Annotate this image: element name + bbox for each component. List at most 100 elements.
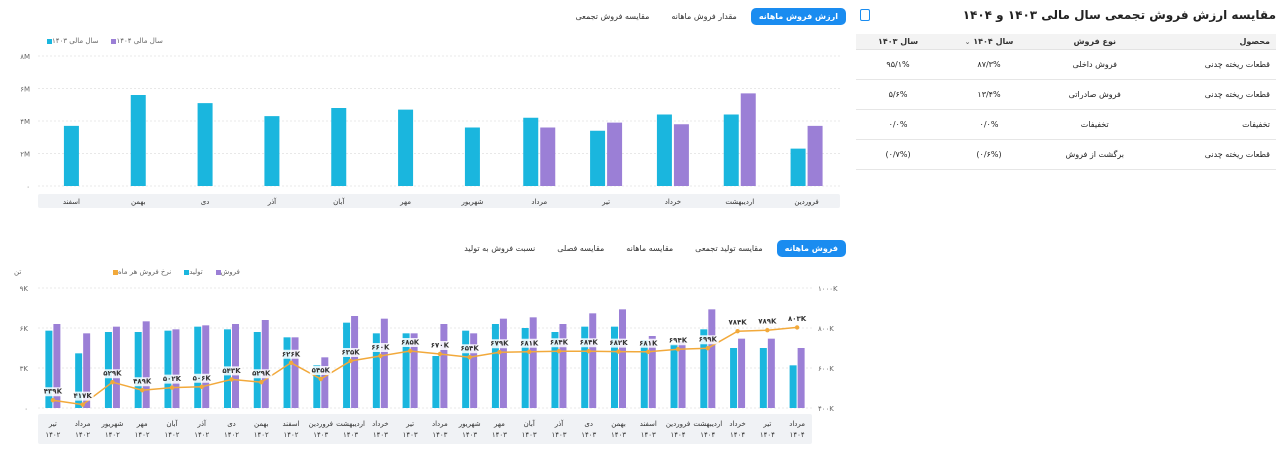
rate-data-label: ۷۸۹K bbox=[758, 318, 777, 326]
rate-data-label: ۶۳۵K bbox=[341, 349, 360, 357]
rate-label-bg bbox=[786, 314, 809, 324]
bar-sales bbox=[529, 317, 537, 408]
rate-data-label: ۵۴۳K bbox=[222, 367, 241, 375]
rate-point bbox=[586, 349, 591, 354]
rate-label-bg bbox=[458, 344, 481, 354]
rate-data-label: ۴۳۹K bbox=[44, 388, 63, 396]
sort-chevron-icon[interactable]: ⌄ bbox=[964, 38, 971, 46]
bar-1403 bbox=[331, 108, 347, 186]
rate-data-label: ۶۸۴K bbox=[580, 339, 599, 347]
bar-production bbox=[432, 356, 440, 408]
x-tick-label-month: اردیبهشت bbox=[693, 420, 722, 428]
rate-data-label: ۶۸۱K bbox=[639, 339, 658, 347]
col-1404[interactable]: سال ۱۴۰۴ ⌄ bbox=[940, 34, 1038, 50]
rate-label-bg bbox=[369, 343, 392, 352]
x-tick-label-month: دی bbox=[227, 420, 236, 428]
rate-label-bg bbox=[428, 341, 451, 350]
x-tick-label-month: خرداد bbox=[729, 420, 745, 428]
bar-1403 bbox=[264, 116, 280, 186]
x-tick-label-month: خرداد bbox=[372, 420, 388, 428]
rate-data-label: ۵۰۲K bbox=[163, 375, 182, 383]
tab-cumulative-sales[interactable]: مقایسه فروش تجمعی bbox=[575, 12, 650, 21]
rate-label-bg bbox=[607, 338, 630, 348]
legend-rate[interactable]: نرخ فروش هر ماه bbox=[110, 268, 171, 276]
bar-sales bbox=[440, 324, 448, 408]
bar-1403 bbox=[590, 130, 606, 186]
bar-production bbox=[194, 326, 202, 408]
rate-data-label: ۷۸۴K bbox=[728, 319, 747, 327]
bar-sales bbox=[797, 348, 805, 408]
x-tick-label-month: آبان bbox=[166, 419, 178, 428]
rate-label-bg bbox=[220, 366, 243, 376]
rate-point bbox=[80, 402, 85, 407]
x-tick-label: بهمن bbox=[131, 198, 146, 206]
col-sale-type: نوع فروش bbox=[1037, 34, 1152, 50]
y-tick-label: ۴M bbox=[20, 118, 30, 126]
rate-data-label: ۶۷۰K bbox=[431, 342, 450, 350]
bar-sales bbox=[410, 333, 418, 408]
bar-sales bbox=[470, 333, 478, 408]
legend-1403[interactable]: سال مالی ۱۴۰۳ bbox=[44, 37, 98, 45]
x-tick-label: خرداد bbox=[665, 198, 681, 206]
tab-sales-to-production[interactable]: نسبت فروش به تولید bbox=[464, 244, 536, 253]
rate-data-label: ۶۸۱K bbox=[520, 339, 539, 347]
tab-cumulative-production[interactable]: مقایسه تولید تجمعی bbox=[695, 244, 763, 253]
bar-production bbox=[402, 333, 410, 408]
bar-production bbox=[521, 328, 529, 408]
bar-production bbox=[372, 333, 380, 408]
rate-label-bg bbox=[41, 387, 64, 397]
rate-point bbox=[735, 329, 740, 334]
legend-production[interactable]: تولید bbox=[181, 268, 203, 276]
tab-monthly-sales-quantity[interactable]: مقدار فروش ماهانه bbox=[671, 12, 737, 21]
x-tick-label-year: ۱۴۰۴ bbox=[671, 431, 686, 439]
rate-label-bg bbox=[667, 336, 690, 346]
bar-sales bbox=[738, 338, 746, 408]
bar-sales bbox=[619, 309, 626, 408]
rate-point bbox=[497, 350, 502, 355]
x-tick-label-month: مهر bbox=[493, 420, 505, 428]
legend-sales[interactable]: فروش bbox=[213, 268, 240, 276]
bar-sales bbox=[261, 320, 269, 408]
bar-sales bbox=[708, 309, 716, 408]
x-tick-label-year: ۱۴۰۲ bbox=[164, 431, 179, 439]
x-tick-label-month: شهریور bbox=[458, 420, 481, 428]
rate-label-bg bbox=[399, 338, 422, 347]
rate-data-label: ۴۸۹K bbox=[133, 378, 152, 386]
x-tick-label-year: ۱۴۰۲ bbox=[45, 431, 60, 439]
bar-sales bbox=[499, 318, 507, 408]
y-left-tick-label: ۰ bbox=[24, 405, 28, 413]
rate-data-label: ۶۹۹K bbox=[699, 336, 718, 344]
bar-production bbox=[730, 348, 738, 408]
tab-monthly-comparison[interactable]: مقایسه ماهانه bbox=[626, 244, 674, 253]
x-axis-band bbox=[38, 194, 840, 208]
table-row: قطعات ریخته چدنی فروش داخلی ۸۷/۳% ۹۵/۱% bbox=[856, 49, 1276, 80]
legend-1404[interactable]: سال مالی ۱۴۰۴ bbox=[108, 37, 163, 45]
x-tick-label-year: ۱۴۰۴ bbox=[790, 431, 805, 439]
rate-point bbox=[646, 349, 651, 354]
rate-data-label: ۵۴۵K bbox=[312, 367, 331, 375]
rate-point bbox=[675, 347, 681, 352]
tab-monthly-sales-value[interactable]: ارزش فروش ماهانه bbox=[750, 8, 846, 25]
x-tick-label-month: تیر bbox=[762, 420, 771, 428]
bar-production bbox=[551, 332, 559, 408]
tab-monthly-sales[interactable]: فروش ماهانه bbox=[776, 240, 846, 257]
tab-seasonal-comparison[interactable]: مقایسه فصلی bbox=[557, 244, 605, 253]
rate-data-label: ۶۸۴K bbox=[550, 339, 569, 347]
rate-point bbox=[407, 348, 413, 354]
bar-sales bbox=[351, 316, 359, 408]
annual-comparison-chart: ۰ ۲M ۴M ۶M ۸M فروردین اردیبهشت خرداد تیر مرداد شهر… bbox=[20, 53, 840, 208]
x-tick-label: تیر bbox=[601, 198, 610, 206]
x-tick-label-month: اسفند bbox=[640, 420, 657, 428]
y-tick-label: ۸M bbox=[20, 53, 30, 61]
x-tick-label-month: تیر bbox=[48, 420, 57, 428]
rate-point bbox=[437, 351, 443, 357]
x-tick-label-year: ۱۴۰۳ bbox=[522, 431, 537, 439]
bar-1403 bbox=[523, 117, 539, 186]
x-tick-label-month: بهمن bbox=[254, 420, 269, 428]
y-left-tick-label: ۹K bbox=[20, 285, 29, 293]
bar-sales bbox=[321, 357, 329, 408]
rate-point bbox=[348, 358, 353, 364]
y-right-tick-label: ۱۰۰۰K bbox=[818, 285, 838, 293]
rate-point bbox=[50, 398, 56, 403]
export-icon[interactable] bbox=[860, 9, 870, 21]
